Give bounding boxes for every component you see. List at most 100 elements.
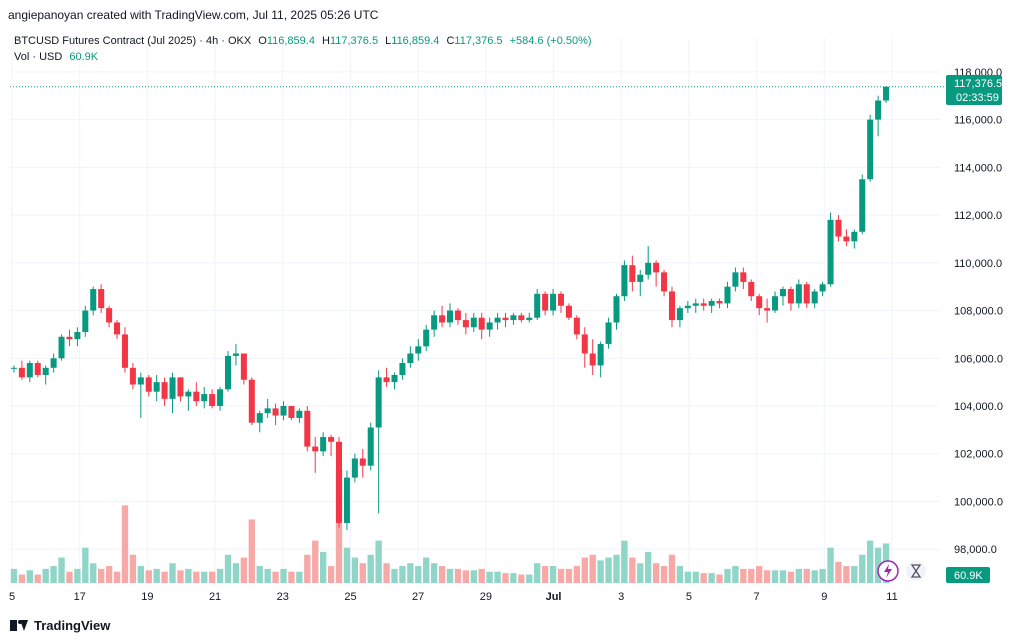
volume-bar: [534, 563, 541, 583]
volume-bar: [430, 563, 438, 583]
candle-body: [732, 272, 739, 287]
price-tick-label: 110,000.0: [954, 258, 1002, 270]
candle-body: [653, 262, 660, 273]
volume-bar: [605, 557, 612, 583]
candle-body: [10, 367, 17, 369]
volume-bar: [827, 547, 834, 583]
volume-bar: [359, 563, 366, 583]
legend-symbol[interactable]: BTCUSD Futures Contract (Jul 2025) · 4h …: [14, 35, 252, 47]
volume-bar: [779, 570, 787, 583]
candle-body: [835, 219, 842, 237]
candle-body: [803, 284, 810, 304]
volume-bar: [557, 568, 565, 583]
legend-volume-label[interactable]: Vol · USD: [14, 51, 63, 63]
price-tick-label: 114,000.0: [954, 162, 1002, 174]
candle-body: [137, 377, 144, 385]
price-tick-label: 106,000.0: [954, 353, 1003, 365]
price-tick-label: 116,000.0: [954, 115, 1002, 127]
volume-bar: [26, 570, 33, 583]
candle-body: [613, 296, 620, 323]
hourglass-icon[interactable]: [906, 561, 926, 581]
candle-body: [581, 334, 588, 354]
candle-body: [708, 300, 715, 306]
volume-bar: [811, 570, 818, 583]
volume-bar: [652, 563, 660, 583]
volume-bar: [803, 568, 810, 583]
candle-body: [288, 406, 295, 418]
volume-bar: [438, 566, 446, 583]
candle-body: [359, 458, 366, 466]
candle-body: [367, 427, 374, 466]
candle-body: [486, 322, 493, 330]
candle-body: [462, 320, 469, 328]
chart-legend: BTCUSD Futures Contract (Jul 2025) · 4h …: [14, 33, 592, 65]
volume-bar: [216, 568, 224, 583]
tradingview-logo-icon: [10, 620, 28, 631]
candle-body: [875, 100, 882, 120]
volume-bar: [859, 554, 866, 583]
candle-body: [589, 353, 596, 366]
volume-bar: [613, 554, 620, 583]
volume-bar: [121, 505, 129, 583]
candle-body: [811, 291, 818, 304]
candle-body: [185, 391, 192, 397]
volume-badge-value: 60.9K: [954, 570, 983, 582]
candle-body: [883, 86, 890, 101]
footer-brand-label: TradingView: [34, 618, 111, 633]
candle-body: [565, 305, 572, 318]
candle-body: [431, 315, 438, 330]
volume-bar: [771, 570, 779, 583]
volume-bar: [510, 573, 517, 583]
candle-body: [383, 377, 390, 383]
candle-body: [129, 367, 136, 385]
candle-body: [700, 303, 707, 306]
candle-body: [114, 322, 121, 335]
volume-bar: [113, 571, 121, 583]
candle-body: [90, 289, 97, 311]
candle-body: [304, 410, 311, 447]
volume-bar: [621, 540, 628, 583]
price-badge-countdown: 02:33:59: [956, 92, 999, 104]
candle-body: [328, 437, 335, 442]
candle-body: [859, 179, 866, 232]
price-tick-label: 98,000.0: [954, 544, 997, 556]
candle-body: [145, 377, 152, 392]
volume-bar: [740, 568, 747, 583]
candle-body: [375, 377, 382, 428]
candle-body: [225, 355, 232, 390]
volume-bar: [169, 563, 176, 583]
volume-bar: [296, 571, 303, 583]
candle-body: [240, 353, 247, 380]
candle-body: [312, 446, 319, 452]
footer-brand[interactable]: TradingView: [10, 618, 110, 633]
candlestick-chart[interactable]: 98,000.0 100,000.0 102,000.0 104,000.0 106,0…: [0, 0, 1024, 612]
legend-low-label: L: [385, 35, 392, 47]
lightning-icon[interactable]: [877, 560, 899, 582]
volume-bar: [502, 573, 509, 583]
volume-bar: [494, 571, 501, 583]
candle-body: [526, 317, 533, 321]
volume-badge: 60.9K: [946, 567, 990, 583]
candle-body: [740, 272, 747, 282]
time-tick-label: 27: [412, 591, 424, 603]
volume-bar: [692, 571, 699, 583]
candle-body: [478, 317, 485, 330]
legend-ohlc-row: BTCUSD Futures Contract (Jul 2025) · 4h …: [14, 33, 592, 49]
volume-bar: [732, 566, 739, 583]
volume-bar: [327, 566, 335, 583]
candle-body: [819, 284, 826, 292]
candle-body: [795, 284, 802, 304]
candle-body: [66, 336, 73, 340]
candle-body: [351, 458, 358, 478]
volume-bar: [312, 540, 319, 583]
volume-bar: [518, 574, 525, 583]
volume-bar: [177, 570, 184, 583]
volume-bar: [724, 568, 731, 583]
candle-body: [232, 353, 239, 356]
candle-body: [573, 317, 580, 335]
price-axis: 98,000.0 100,000.0 102,000.0 104,000.0 106,0…: [954, 67, 1003, 556]
candle-body: [779, 289, 786, 297]
volume-bar: [367, 554, 374, 583]
volume-bar: [288, 571, 295, 583]
candle-body: [851, 231, 858, 242]
